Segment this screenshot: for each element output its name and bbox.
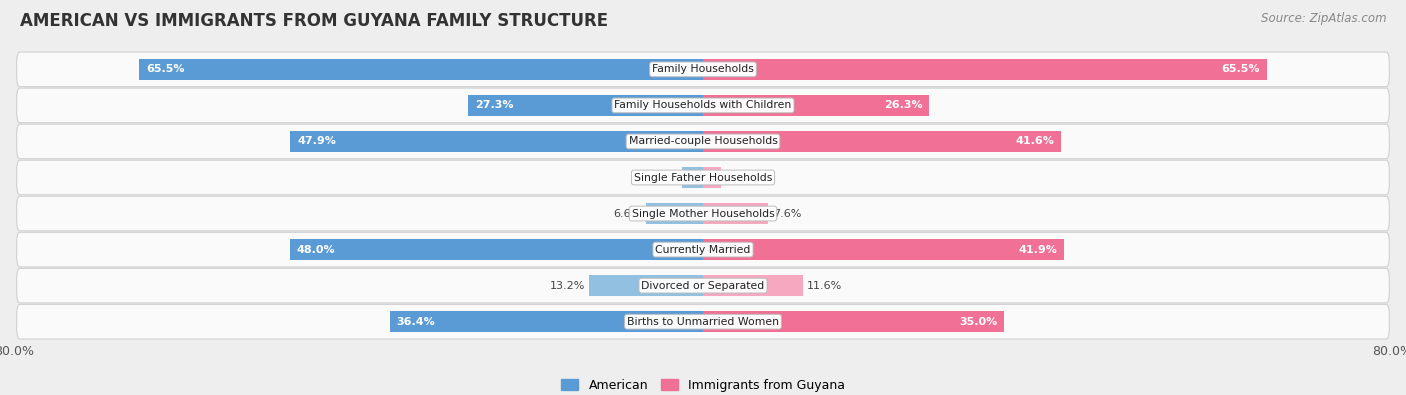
Text: Births to Unmarried Women: Births to Unmarried Women <box>627 317 779 327</box>
Bar <box>291 131 703 152</box>
FancyBboxPatch shape <box>17 232 1389 267</box>
Text: 48.0%: 48.0% <box>297 245 335 255</box>
Text: Single Father Households: Single Father Households <box>634 173 772 182</box>
Text: 13.2%: 13.2% <box>550 280 585 291</box>
Text: Single Mother Households: Single Mother Households <box>631 209 775 218</box>
Text: Source: ZipAtlas.com: Source: ZipAtlas.com <box>1261 12 1386 25</box>
Bar <box>703 167 721 188</box>
Bar <box>468 95 703 116</box>
Bar <box>703 203 769 224</box>
Text: Married-couple Households: Married-couple Households <box>628 136 778 147</box>
Text: AMERICAN VS IMMIGRANTS FROM GUYANA FAMILY STRUCTURE: AMERICAN VS IMMIGRANTS FROM GUYANA FAMIL… <box>20 12 607 30</box>
Text: Currently Married: Currently Married <box>655 245 751 255</box>
Bar <box>682 167 703 188</box>
Text: 2.1%: 2.1% <box>725 173 754 182</box>
Text: 2.4%: 2.4% <box>650 173 678 182</box>
Legend: American, Immigrants from Guyana: American, Immigrants from Guyana <box>555 374 851 395</box>
Bar <box>703 131 1062 152</box>
FancyBboxPatch shape <box>17 305 1389 339</box>
FancyBboxPatch shape <box>17 268 1389 303</box>
Bar <box>139 58 703 80</box>
Text: 35.0%: 35.0% <box>959 317 997 327</box>
Bar <box>589 275 703 296</box>
FancyBboxPatch shape <box>17 124 1389 159</box>
Bar <box>647 203 703 224</box>
Text: Divorced or Separated: Divorced or Separated <box>641 280 765 291</box>
Text: Family Households with Children: Family Households with Children <box>614 100 792 111</box>
Bar <box>290 239 703 260</box>
Text: 27.3%: 27.3% <box>475 100 513 111</box>
Text: 11.6%: 11.6% <box>807 280 842 291</box>
Text: 26.3%: 26.3% <box>884 100 922 111</box>
Text: 41.9%: 41.9% <box>1018 245 1057 255</box>
Text: 65.5%: 65.5% <box>146 64 184 74</box>
Text: 7.6%: 7.6% <box>773 209 801 218</box>
Text: 6.6%: 6.6% <box>613 209 643 218</box>
Text: 47.9%: 47.9% <box>298 136 336 147</box>
Bar <box>703 95 929 116</box>
Text: Family Households: Family Households <box>652 64 754 74</box>
FancyBboxPatch shape <box>17 160 1389 195</box>
Text: 36.4%: 36.4% <box>396 317 436 327</box>
Bar <box>389 311 703 333</box>
FancyBboxPatch shape <box>17 52 1389 87</box>
FancyBboxPatch shape <box>17 88 1389 123</box>
FancyBboxPatch shape <box>17 196 1389 231</box>
Bar <box>703 275 803 296</box>
Text: 65.5%: 65.5% <box>1222 64 1260 74</box>
Bar <box>703 58 1267 80</box>
Bar <box>703 239 1064 260</box>
Text: 41.6%: 41.6% <box>1015 136 1054 147</box>
Bar <box>703 311 1004 333</box>
